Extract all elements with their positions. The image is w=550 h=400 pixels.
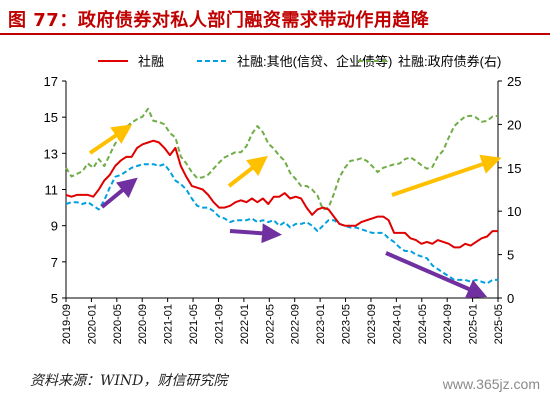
y-left-tick-label: 7 <box>51 255 58 270</box>
x-tick-label: 2023-09 <box>366 304 378 344</box>
x-tick-label: 2019-09 <box>61 304 73 344</box>
y-left-tick-label: 9 <box>51 219 58 234</box>
series-line-0 <box>65 139 498 249</box>
x-tick-label: 2025-01 <box>468 304 480 344</box>
x-tick-label: 2024-09 <box>442 304 454 344</box>
x-tick-label: 2023-05 <box>341 304 353 344</box>
watermark-text: www.365jz.com <box>442 376 540 392</box>
trend-arrow-down <box>385 251 488 299</box>
x-tick-label: 2024-01 <box>391 304 403 344</box>
legend-label-2: 社融:政府债券(右) <box>398 54 501 69</box>
x-tick-label: 2021-09 <box>213 304 225 344</box>
series-line-1 <box>65 163 498 285</box>
series-line-2 <box>65 107 499 211</box>
trend-arrow-flat <box>229 223 282 244</box>
x-tick-label: 2020-05 <box>112 304 124 344</box>
chart-title: 图 77：政府债券对私人部门融资需求带动作用趋降 <box>8 10 430 31</box>
y-right-tick-label: 20 <box>507 117 521 132</box>
x-tick-label: 2022-01 <box>239 304 251 344</box>
x-tick-label: 2023-01 <box>315 304 327 344</box>
trend-arrow-up <box>88 124 133 155</box>
series-lines <box>65 107 499 285</box>
legend-label-1: 社融:其他(信贷、企业债等) <box>237 54 392 69</box>
x-tick-label: 2021-01 <box>163 304 175 344</box>
y-left-tick-label: 17 <box>44 74 58 89</box>
y-right-tick-label: 10 <box>507 204 521 219</box>
legend: 社融 社融:其他(信贷、企业债等) 社融:政府债券(右) <box>98 54 501 69</box>
y-right-tick-label: 5 <box>507 248 514 263</box>
y-left-tick-label: 15 <box>44 110 58 125</box>
legend-label-0: 社融 <box>138 54 164 69</box>
trend-arrows <box>88 124 502 299</box>
x-tick-label: 2020-09 <box>137 304 149 344</box>
trend-arrow-down <box>100 177 138 209</box>
y-right-tick-label: 25 <box>507 74 521 89</box>
x-tick-label: 2020-01 <box>86 304 98 344</box>
x-tick-label: 2024-05 <box>417 304 429 344</box>
x-tick-label: 2025-05 <box>493 304 505 344</box>
x-tick-label: 2022-09 <box>290 304 302 344</box>
y-right-tick-label: 0 <box>507 291 514 306</box>
trend-arrow-up <box>227 155 268 188</box>
y-left-tick-label: 5 <box>51 291 58 306</box>
axes-group: 5 7 9 11 13 15 17 0 5 10 15 20 25 2019-09 2020-01 2020-… <box>44 74 522 344</box>
y-left-tick-label: 13 <box>44 146 58 161</box>
x-tick-label: 2021-05 <box>188 304 200 344</box>
source-note: 资料来源：WIND，财信研究院 <box>30 373 228 389</box>
y-left-tick-label: 11 <box>45 183 59 198</box>
y-right-tick-label: 15 <box>507 161 521 176</box>
trend-arrow-up <box>391 154 502 197</box>
x-tick-label: 2022-05 <box>264 304 276 344</box>
title-underline <box>0 33 550 35</box>
